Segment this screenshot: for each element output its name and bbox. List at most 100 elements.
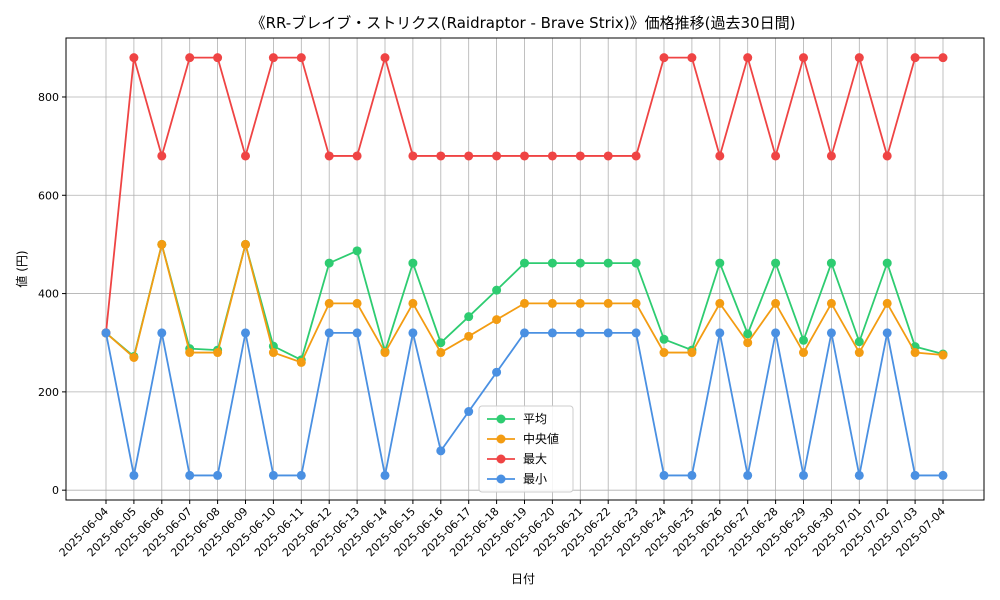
data-point xyxy=(213,53,223,63)
data-point xyxy=(575,151,585,161)
data-point xyxy=(408,151,418,161)
data-point xyxy=(101,328,111,338)
data-point xyxy=(296,357,306,367)
data-point xyxy=(380,470,390,480)
data-point xyxy=(854,348,864,358)
data-point xyxy=(268,470,278,480)
y-tick-label: 200 xyxy=(38,386,59,399)
data-point xyxy=(882,298,892,308)
data-point xyxy=(603,258,613,268)
data-point xyxy=(603,298,613,308)
data-point xyxy=(910,348,920,358)
legend-swatch-marker xyxy=(496,434,506,444)
data-point xyxy=(492,315,502,325)
data-point xyxy=(324,298,334,308)
data-point xyxy=(631,328,641,338)
data-point xyxy=(547,258,557,268)
data-point xyxy=(129,352,139,362)
y-axis: 0 200 400 600 800 xyxy=(38,91,66,497)
data-point xyxy=(157,239,167,249)
data-point xyxy=(547,328,557,338)
y-tick-label: 600 xyxy=(38,189,59,202)
legend-swatch-marker xyxy=(496,454,506,464)
chart-title: 《RR-ブレイブ・ストリクス(Raidraptor - Brave Strix)… xyxy=(251,14,796,32)
data-point xyxy=(520,298,529,308)
y-axis-label: 値 (円) xyxy=(14,250,29,287)
data-point xyxy=(464,331,474,341)
data-point xyxy=(631,298,641,308)
series-3 xyxy=(101,53,948,338)
legend-label: 最小 xyxy=(523,472,547,486)
data-point xyxy=(826,328,836,338)
data-point xyxy=(771,151,781,161)
data-point xyxy=(715,298,725,308)
data-point xyxy=(882,151,892,161)
data-point xyxy=(743,53,753,63)
data-point xyxy=(464,312,474,322)
legend-label: 中央値 xyxy=(523,431,559,446)
y-tick-label: 800 xyxy=(38,91,59,104)
data-point xyxy=(157,328,167,338)
data-point xyxy=(799,53,808,63)
data-point xyxy=(659,334,669,344)
series-4 xyxy=(101,328,948,480)
data-point xyxy=(938,53,948,63)
data-point xyxy=(241,239,250,249)
legend-item: 中央値 xyxy=(487,431,559,446)
data-point xyxy=(436,348,446,358)
data-point xyxy=(659,348,669,358)
data-point xyxy=(464,407,474,417)
data-point xyxy=(380,348,390,358)
data-point xyxy=(129,53,139,63)
data-point xyxy=(854,337,864,347)
data-point xyxy=(743,470,753,480)
data-point xyxy=(185,348,195,358)
data-point xyxy=(854,470,864,480)
data-point xyxy=(492,151,502,161)
legend-item: 最大 xyxy=(487,452,547,466)
x-axis-label: 日付 xyxy=(511,572,535,586)
data-point xyxy=(771,328,781,338)
data-point xyxy=(296,470,306,480)
data-point xyxy=(799,335,808,345)
data-point xyxy=(213,470,223,480)
data-point xyxy=(268,348,278,358)
data-point xyxy=(771,298,781,308)
legend-item: 最小 xyxy=(487,472,547,486)
data-point xyxy=(241,328,250,338)
data-point xyxy=(659,53,669,63)
legend-label: 平均 xyxy=(523,412,547,426)
series-layer xyxy=(101,53,948,480)
data-point xyxy=(408,328,418,338)
data-point xyxy=(631,151,641,161)
data-point xyxy=(715,328,725,338)
data-point xyxy=(129,470,139,480)
data-point xyxy=(743,338,753,348)
data-point xyxy=(715,258,725,268)
legend-swatch-marker xyxy=(496,414,506,424)
legend-label: 最大 xyxy=(523,452,547,466)
data-point xyxy=(882,258,892,268)
data-point xyxy=(603,151,613,161)
data-point xyxy=(436,151,446,161)
legend-swatch-marker xyxy=(496,474,506,484)
data-point xyxy=(882,328,892,338)
data-point xyxy=(380,53,390,63)
data-point xyxy=(938,350,948,360)
data-point xyxy=(213,348,223,358)
data-point xyxy=(687,470,697,480)
legend-box xyxy=(478,405,574,493)
y-tick-label: 400 xyxy=(38,288,59,301)
data-point xyxy=(436,338,446,348)
data-point xyxy=(575,258,585,268)
data-point xyxy=(324,328,334,338)
data-point xyxy=(408,258,418,268)
data-point xyxy=(826,258,836,268)
data-point xyxy=(910,470,920,480)
data-point xyxy=(296,53,306,63)
data-point xyxy=(185,470,195,480)
data-point xyxy=(352,328,362,338)
data-point xyxy=(715,151,725,161)
data-point xyxy=(826,298,836,308)
